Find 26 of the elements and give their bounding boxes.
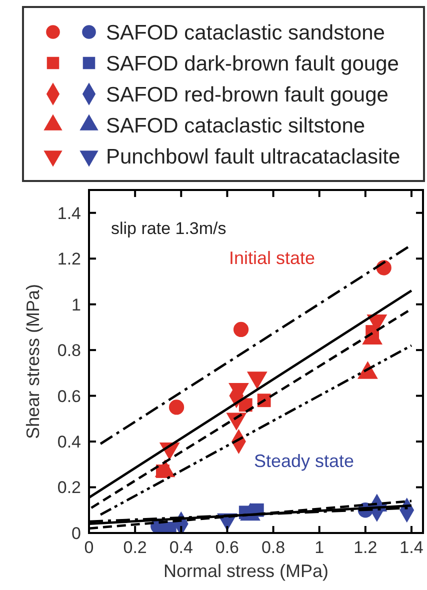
x-tick-label: 0.8 bbox=[261, 538, 286, 557]
x-tick-label: 0 bbox=[84, 538, 94, 557]
y-axis-title: Shear stress (MPa) bbox=[23, 284, 43, 440]
legend-label: SAFOD cataclastic sandstone bbox=[106, 21, 385, 44]
annotation: slip rate 1.3m/s bbox=[111, 219, 226, 238]
annotation: Initial state bbox=[229, 248, 316, 268]
legend-label: Punchbowl fault ultracataclasite bbox=[106, 145, 400, 168]
legend-label: SAFOD cataclastic siltstone bbox=[106, 114, 366, 138]
y-tick-label: 0.6 bbox=[57, 386, 81, 406]
y-tick-label: 0 bbox=[72, 524, 81, 543]
y-tick-label: 1 bbox=[72, 295, 81, 314]
y-tick-label: 0.4 bbox=[57, 432, 81, 452]
legend-label: SAFOD dark-brown fault gouge bbox=[106, 52, 399, 76]
x-tick-label: 0.4 bbox=[169, 538, 193, 557]
annotation: Steady state bbox=[254, 451, 354, 471]
x-tick-label: 1.4 bbox=[400, 538, 424, 557]
y-tick-label: 0.2 bbox=[57, 478, 81, 498]
x-tick-label: 1 bbox=[314, 538, 324, 557]
x-tick-label: 1.2 bbox=[354, 538, 378, 557]
x-tick-label: 0.6 bbox=[215, 538, 240, 557]
y-tick-label: 1.4 bbox=[57, 204, 81, 223]
legend-label: SAFOD red-brown fault gouge bbox=[106, 83, 388, 106]
y-tick-label: 1.2 bbox=[57, 250, 81, 269]
x-axis-title: Normal stress (MPa) bbox=[163, 561, 329, 581]
y-tick-label: 0.8 bbox=[57, 341, 81, 360]
x-tick-label: 0.2 bbox=[123, 538, 147, 557]
